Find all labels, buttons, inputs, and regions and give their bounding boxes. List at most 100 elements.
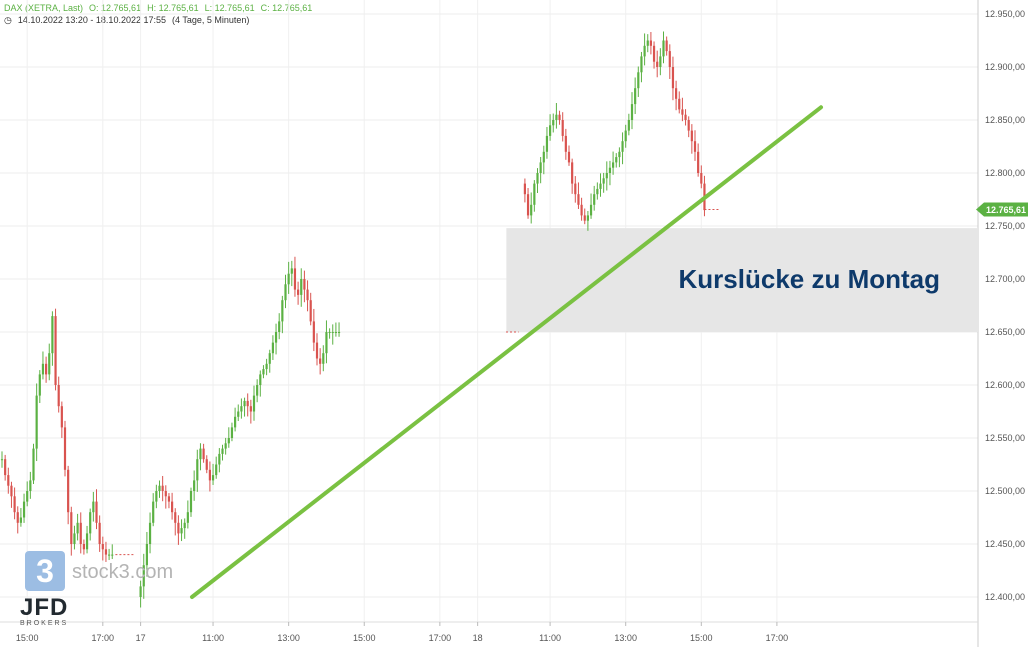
candle-body-17: [54, 316, 57, 385]
candle-body-5: [16, 512, 19, 523]
trendline: [190, 105, 823, 599]
candle-body-73: [230, 427, 234, 438]
candle-body-96: [303, 279, 306, 290]
jfd-logo: JFD: [20, 594, 69, 621]
candle-body-170: [536, 173, 539, 184]
x-tick-label-7: 18: [473, 633, 483, 643]
candle-body-21: [67, 469, 70, 513]
chart-header-ohlc: DAX (XETRA, Last) O: 12.765,61 H: 12.765,6…: [4, 3, 318, 14]
candle-body-88: [278, 321, 281, 332]
candle-body-24: [76, 522, 79, 534]
candle-body-94: [297, 289, 300, 295]
candle-body-84: [265, 363, 268, 370]
candle-body-59: [186, 512, 189, 523]
x-tick-label-0: 15:00: [16, 633, 39, 643]
candle-body-53: [167, 496, 171, 502]
candle-body-219: [690, 130, 693, 142]
grid-lines: [0, 0, 979, 647]
candle-body-97: [306, 289, 309, 301]
candle-body-61: [193, 480, 196, 491]
x-tick-label-11: 17:00: [766, 633, 789, 643]
candle-body-79: [249, 406, 252, 412]
candle-body-178: [561, 120, 564, 136]
candle-body-67: [211, 475, 215, 481]
candle-body-72: [227, 438, 230, 444]
candle-body-188: [593, 194, 596, 205]
candle-body-217: [684, 114, 687, 120]
candle-body-167: [526, 194, 530, 216]
candle-body-99: [312, 321, 315, 343]
close-value: C: 12.765,61: [260, 3, 313, 13]
candle-body-214: [675, 88, 678, 99]
candle-body-68: [215, 464, 218, 476]
candle-body-169: [533, 183, 536, 205]
x-tick-label-1: 17:00: [92, 633, 115, 643]
y-tick-label-8: 12.800,00: [985, 168, 1025, 178]
candle-body-31: [98, 522, 101, 544]
candle-body-58: [183, 522, 186, 529]
candle-body-196: [618, 151, 621, 158]
candle-body-208: [656, 61, 659, 67]
candle-body-60: [189, 491, 193, 513]
candle-body-101: [319, 358, 322, 364]
candle-body-35: [111, 554, 114, 556]
candle-body-93: [293, 268, 297, 290]
candle-body-7: [22, 501, 26, 518]
candle-body-185: [583, 215, 586, 221]
candle-body-85: [268, 353, 271, 364]
candle-body-105: [331, 332, 334, 333]
y-tick-label-3: 12.550,00: [985, 433, 1025, 443]
date-range: 14.10.2022 13:20 - 18.10.2022 17:55: [17, 15, 166, 25]
y-tick-label-5: 12.650,00: [985, 327, 1025, 337]
candle-body-56: [177, 522, 180, 534]
candle-body-32: [101, 544, 104, 550]
candle-body-20: [63, 427, 67, 470]
candles: [0, 31, 719, 608]
candle-body-13: [41, 363, 45, 375]
candle-body-197: [621, 141, 624, 152]
high-value: H: 12.765,61: [147, 3, 199, 13]
candle-body-83: [262, 369, 265, 375]
candle-body-171: [539, 162, 542, 173]
candle-body-22: [70, 512, 73, 544]
candle-body-192: [605, 173, 608, 179]
candle-body-179: [564, 135, 567, 152]
stock3-logo: 3: [25, 551, 65, 591]
candle-body-50: [158, 485, 161, 491]
y-tick-label-0: 12.400,00: [985, 592, 1025, 602]
candle-body-74: [234, 416, 237, 428]
candle-body-172: [542, 151, 545, 163]
candle-body-76: [240, 406, 243, 412]
candle-body-106: [334, 332, 337, 333]
candle-body-168: [530, 204, 533, 216]
y-tick-label-1: 12.450,00: [985, 539, 1025, 549]
candle-body-15: [48, 353, 51, 375]
candle-body-222: [700, 173, 703, 184]
candle-body-177: [558, 114, 561, 120]
candle-body-199: [627, 120, 630, 131]
jfd-sublabel: BROKERS: [20, 620, 69, 627]
candle-body-180: [567, 151, 571, 163]
candle-body-207: [652, 45, 656, 62]
candle-body-81: [256, 385, 259, 396]
candle-body-166: [523, 183, 526, 195]
candle-body-189: [596, 188, 599, 195]
candle-body-221: [697, 151, 700, 173]
candle-body-87: [274, 332, 278, 343]
x-axis: 15:00 17:00 17 11:00 13:00 15:00 17:00 18 11:00 1…: [16, 622, 788, 643]
candle-body-71: [224, 443, 227, 449]
candle-body-0: [0, 459, 4, 461]
candle-body-186: [586, 215, 589, 221]
candle-body-34: [108, 554, 111, 556]
candle-body-44: [139, 586, 142, 597]
candle-body-16: [51, 316, 54, 354]
x-tick-label-2: 17: [136, 633, 146, 643]
x-tick-label-8: 11:00: [539, 633, 561, 643]
candle-body-26: [82, 544, 85, 550]
candle-body-75: [237, 411, 240, 417]
y-tick-label-6: 12.700,00: [985, 274, 1025, 284]
candle-body-29: [92, 501, 95, 513]
candle-body-212: [668, 51, 671, 67]
candle-body-86: [271, 342, 274, 354]
y-tick-label-11: 12.950,00: [985, 9, 1025, 19]
